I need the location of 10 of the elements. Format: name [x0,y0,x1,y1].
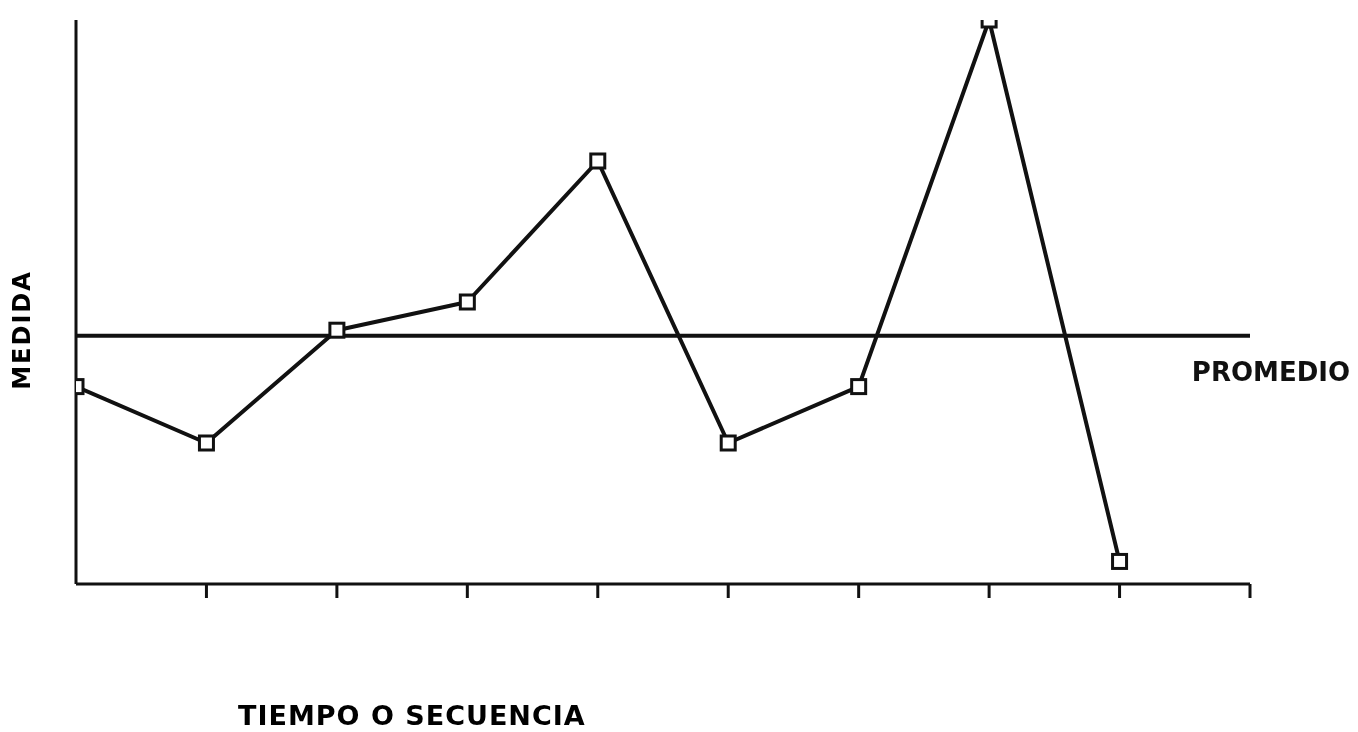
point [850,378,868,396]
point [328,321,346,339]
point [589,152,607,170]
x-axis-title: TIEMPO O SECUENCIA [238,700,586,731]
point [1111,552,1129,570]
y-axis-title: MEDIDA [8,270,36,390]
point [719,434,737,452]
point [458,293,476,311]
ref-line-label: PROMEDIO [1191,356,1350,387]
point [197,434,215,452]
